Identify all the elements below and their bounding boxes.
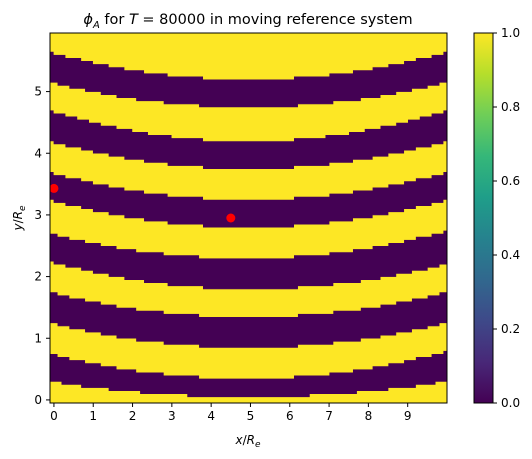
y-tick-label: 5: [34, 85, 42, 99]
colorbar: 0.0 0.2 0.4 0.6 0.8 1.0: [473, 26, 520, 410]
chart-title: ϕA for T = 80000 in moving reference sys…: [83, 12, 412, 31]
x-axis-ticks: 0 1 2 3 4 5 6 7 8 9: [50, 403, 412, 423]
colorbar-tick-label: 0.6: [501, 174, 520, 188]
colorbar-tick-label: 0.8: [501, 100, 520, 114]
marker-point-0: [50, 183, 59, 193]
marker-point-1: [226, 213, 236, 223]
y-axis-ticks: 0 1 2 3 4 5: [34, 85, 50, 407]
marker-points: [50, 183, 236, 223]
heatmap-bands: [50, 33, 447, 403]
x-tick-label: 7: [325, 409, 333, 423]
x-label-sub: e: [255, 440, 261, 450]
x-tick-label: 0: [50, 409, 58, 423]
x-label-main: x: [234, 433, 243, 447]
x-tick-label: 2: [129, 409, 137, 423]
y-label-sub: e: [18, 205, 28, 211]
y-tick-label: 3: [34, 208, 42, 222]
colorbar-ticks: 0.0 0.2 0.4 0.6 0.8 1.0: [493, 26, 520, 410]
y-tick-label: 1: [34, 331, 42, 345]
colorbar-tick-label: 0.4: [501, 248, 520, 262]
x-label-R: R: [247, 433, 255, 447]
y-tick-label: 0: [34, 393, 42, 407]
y-tick-label: 2: [34, 270, 42, 284]
title-rest: = 80000 in moving reference system: [138, 12, 413, 28]
colorbar-frame: [473, 32, 494, 404]
y-axis-label: y/Re: [11, 205, 28, 232]
colorbar-tick-label: 0.2: [501, 322, 520, 336]
x-tick-label: 9: [404, 409, 412, 423]
heatmap-band-12: [50, 33, 447, 80]
x-tick-label: 3: [168, 409, 176, 423]
title-phi: ϕ: [83, 12, 93, 28]
colorbar-gradient: [474, 33, 493, 403]
x-tick-label: 6: [286, 409, 294, 423]
x-label-slash: /: [243, 433, 248, 447]
title-T: T: [129, 12, 139, 28]
x-axis-label: x/Re: [234, 433, 261, 450]
x-tick-label: 1: [89, 409, 97, 423]
colorbar-tick-label: 0.0: [501, 396, 520, 410]
title-mid: for: [100, 12, 129, 28]
y-label-R: R: [11, 211, 25, 219]
x-tick-label: 8: [365, 409, 373, 423]
plot-area: [50, 33, 447, 403]
y-label-slash: /: [11, 218, 25, 223]
colorbar-tick-label: 1.0: [501, 26, 520, 40]
title-phi-sub: A: [92, 20, 100, 31]
plot-frame: [49, 32, 448, 404]
x-tick-label: 4: [207, 409, 215, 423]
x-tick-label: 5: [247, 409, 255, 423]
y-tick-label: 4: [34, 146, 42, 160]
y-label-main: y: [11, 223, 25, 232]
